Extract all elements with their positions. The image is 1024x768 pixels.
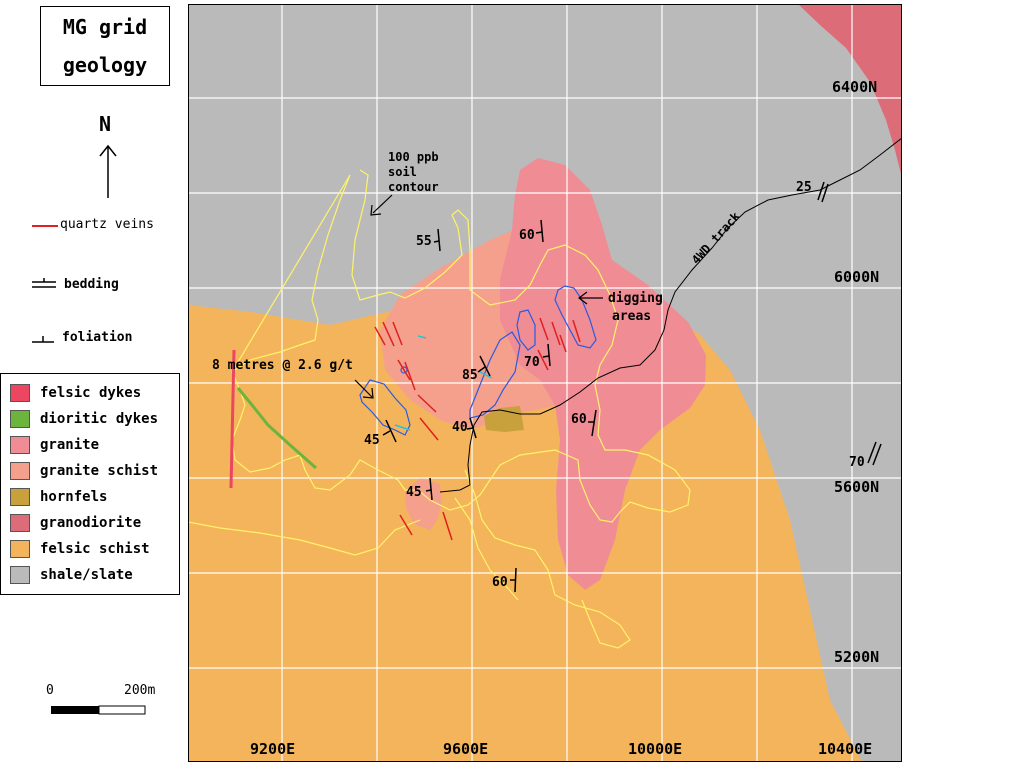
legend-swatch [10, 436, 30, 454]
dip-label: 25 [796, 180, 812, 195]
foliation-symbol-icon [32, 336, 54, 343]
bedding-label: bedding [64, 277, 119, 292]
legend-label: granite [40, 437, 100, 453]
scale-bar [51, 705, 146, 715]
legend-item: felsic schist [10, 539, 180, 559]
easting-label-10000: 10000E [628, 740, 682, 758]
bedding-symbol-icon [32, 278, 56, 288]
dioritic-dyke [236, 387, 317, 470]
foliation-label: foliation [62, 330, 133, 345]
north-label: N [99, 112, 112, 136]
digging-area-outlines [359, 285, 597, 436]
geology-map: 6400N 6000N 5600N 5200N 9200E 9600E 1000… [188, 4, 902, 762]
legend-label: granodiorite [40, 515, 142, 531]
bedding-symbols [817, 181, 882, 466]
foliation-symbols [382, 219, 597, 593]
map-title-line-1: MG grid [62, 15, 148, 39]
soil-contour-label-3: contour [388, 180, 439, 194]
northing-label-5600: 5600N [834, 478, 879, 496]
legend-item: felsic dykes [10, 383, 180, 403]
dip-label: 60 [519, 228, 535, 243]
legend-item: granodiorite [10, 513, 180, 533]
legend-item: hornfels [10, 487, 180, 507]
legend-swatch [10, 462, 30, 480]
north-arrow-icon [99, 144, 117, 198]
legend-label: felsic schist [40, 541, 150, 557]
legend-swatch [10, 488, 30, 506]
quartz-vein-symbol-icon [32, 225, 58, 227]
dip-label: 45 [364, 433, 380, 448]
scale-end-label: 200m [124, 683, 156, 698]
granodiorite-unit [798, 4, 902, 178]
easting-label-10400: 10400E [818, 740, 872, 758]
soil-contour-label-2: soil [388, 165, 417, 179]
legend-label: shale/slate [40, 567, 133, 583]
soil-contour-lines [188, 169, 691, 649]
legend: felsic dykes dioritic dykes granite granite… [0, 373, 180, 595]
legend-label: granite schist [40, 463, 159, 479]
granite-schist-unit-small [405, 478, 442, 530]
scale-start-label: 0 [46, 683, 54, 698]
legend-label: hornfels [40, 489, 108, 505]
legend-label: dioritic dykes [40, 411, 159, 427]
legend-item: dioritic dykes [10, 409, 180, 429]
northing-label-5200: 5200N [834, 648, 879, 666]
legend-swatch [10, 540, 30, 558]
legend-swatch [10, 514, 30, 532]
legend-swatch [10, 566, 30, 584]
digging-label-2: areas [612, 309, 651, 324]
quartz-veins [374, 317, 581, 541]
map-title-line-2: geology [62, 53, 148, 77]
dip-label: 60 [571, 412, 587, 427]
dip-label: 40 [452, 420, 468, 435]
dip-label: 55 [416, 234, 432, 249]
northing-label-6000: 6000N [834, 268, 879, 286]
legend-swatch [10, 410, 30, 428]
northing-label-6400: 6400N [832, 78, 877, 96]
granite-unit [500, 158, 706, 590]
dip-label: 70 [524, 355, 540, 370]
legend-label: felsic dykes [40, 385, 142, 401]
annotation-arrows [354, 194, 603, 399]
easting-label-9600: 9600E [443, 740, 488, 758]
quartz-veins-label: quartz veins [60, 217, 154, 232]
legend-item: granite schist [10, 461, 180, 481]
dip-label: 60 [492, 575, 508, 590]
felsic-dyke [229, 349, 236, 489]
soil-contour-label-1: 100 ppb [388, 150, 439, 164]
dip-label: 70 [849, 455, 865, 470]
digging-label-1: digging [608, 291, 663, 306]
legend-swatch [10, 384, 30, 402]
legend-item: shale/slate [10, 565, 180, 585]
easting-label-9200: 9200E [250, 740, 295, 758]
dip-label: 85 [462, 368, 478, 383]
map-title-box: MG grid geology [40, 6, 170, 86]
dip-label: 45 [406, 485, 422, 500]
legend-item: granite [10, 435, 180, 455]
intercept-label: 8 metres @ 2.6 g/t [212, 358, 353, 373]
